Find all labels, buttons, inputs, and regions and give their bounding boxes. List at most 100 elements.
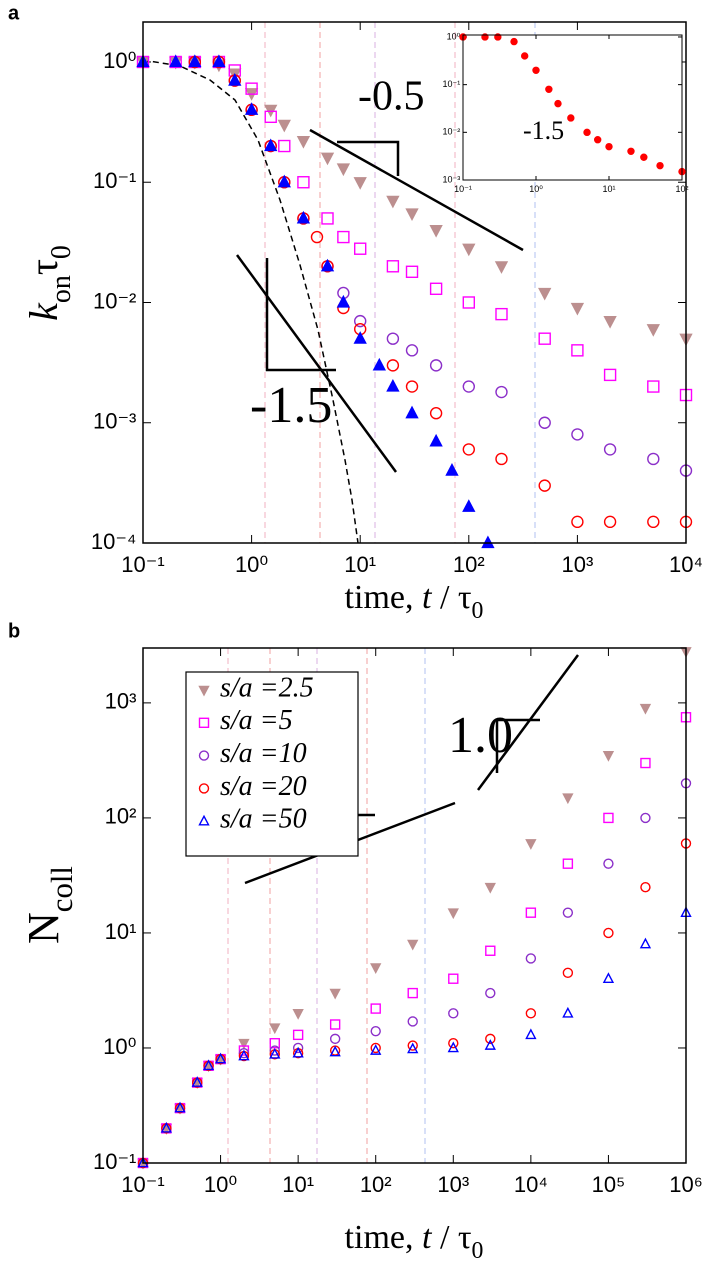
label-part: N	[19, 912, 68, 944]
label-part: coll	[45, 866, 79, 912]
marker	[429, 282, 443, 295]
marker	[212, 54, 226, 68]
marker	[245, 82, 258, 95]
marker	[640, 153, 648, 161]
marker	[405, 344, 419, 357]
marker	[160, 1121, 173, 1133]
marker	[602, 972, 615, 984]
marker	[429, 359, 443, 372]
label-part: 0	[472, 598, 484, 624]
marker	[296, 210, 311, 224]
marker	[525, 953, 537, 964]
marker	[481, 535, 495, 549]
x-tick-label: 10⁶	[669, 1172, 703, 1197]
marker	[640, 812, 651, 824]
marker	[495, 452, 508, 466]
marker	[238, 1049, 250, 1061]
plot-frame	[142, 647, 687, 1164]
marker	[603, 316, 617, 329]
legend-label: s/a =20	[220, 771, 307, 802]
marker	[448, 1008, 459, 1019]
marker	[583, 128, 591, 137]
marker	[407, 939, 419, 951]
marker	[169, 54, 183, 68]
legend-label: s/a =10	[220, 738, 307, 769]
marker	[407, 1042, 419, 1054]
marker	[292, 1009, 304, 1020]
marker	[429, 224, 443, 238]
marker	[372, 357, 386, 371]
marker	[447, 1041, 459, 1053]
x-tick-label: 10¹	[344, 552, 376, 577]
x-tick-label: 10⁵	[592, 1172, 626, 1197]
label-part: τ	[21, 259, 66, 275]
marker	[329, 1033, 341, 1045]
marker	[448, 973, 459, 984]
marker	[603, 858, 614, 869]
marker	[277, 119, 291, 133]
marker	[269, 1038, 280, 1049]
marker	[329, 1019, 341, 1030]
x-tick-label: 10⁰	[235, 552, 268, 577]
marker	[656, 161, 664, 170]
marker	[269, 1023, 281, 1035]
y-tick-label: 10⁰	[103, 1034, 136, 1059]
y-tick-label: 10³	[105, 689, 137, 714]
marker	[238, 1038, 250, 1050]
marker	[603, 812, 614, 824]
marker	[386, 195, 400, 209]
marker	[448, 1038, 459, 1049]
marker	[462, 443, 475, 456]
marker	[407, 1040, 418, 1051]
label-part: t	[422, 579, 433, 616]
marker	[639, 703, 652, 715]
marker	[336, 163, 351, 177]
marker	[562, 907, 574, 918]
marker	[462, 296, 475, 309]
label-part: / τ	[431, 579, 471, 616]
marker	[198, 685, 210, 697]
marker	[627, 147, 635, 155]
marker	[198, 750, 210, 761]
marker	[292, 1029, 304, 1041]
x-tick-label: 10⁻¹	[121, 552, 164, 577]
marker	[320, 152, 335, 166]
marker	[462, 499, 476, 512]
marker	[370, 963, 382, 975]
marker	[494, 261, 509, 274]
marker	[554, 99, 562, 108]
marker	[238, 1048, 250, 1059]
x-tick-label: 10²	[675, 184, 688, 194]
x-axis-label: time, t / τ0	[345, 1219, 484, 1265]
marker	[386, 359, 400, 372]
marker	[525, 1008, 537, 1019]
label-part: t	[422, 1219, 433, 1256]
x-tick-label: 10⁻¹	[121, 1172, 164, 1197]
marker	[296, 135, 311, 149]
marker	[269, 1047, 281, 1059]
marker	[538, 479, 551, 492]
y-tick-label: 10⁻¹	[93, 1149, 136, 1174]
marker	[188, 54, 202, 68]
marker	[244, 102, 259, 115]
marker	[292, 1042, 304, 1054]
marker	[520, 52, 529, 60]
marker	[429, 433, 443, 447]
slope-label: 1.0	[448, 707, 513, 764]
label-part: 0	[472, 1238, 484, 1264]
marker	[198, 783, 210, 794]
x-tick-label: 10²	[453, 552, 485, 577]
y-tick-label: 10⁻⁴	[91, 529, 137, 554]
marker	[484, 882, 496, 894]
marker	[370, 1044, 382, 1055]
marker	[353, 331, 367, 344]
x-tick-label: 10¹	[282, 1172, 314, 1197]
marker	[405, 380, 419, 393]
label-part: k	[21, 302, 66, 321]
legend-label: s/a =5	[220, 705, 293, 736]
marker	[445, 463, 459, 476]
marker	[386, 260, 400, 273]
marker	[191, 1076, 203, 1087]
y-tick-label: 10⁻³	[93, 409, 136, 434]
x-tick-label: 10⁴	[669, 552, 703, 577]
